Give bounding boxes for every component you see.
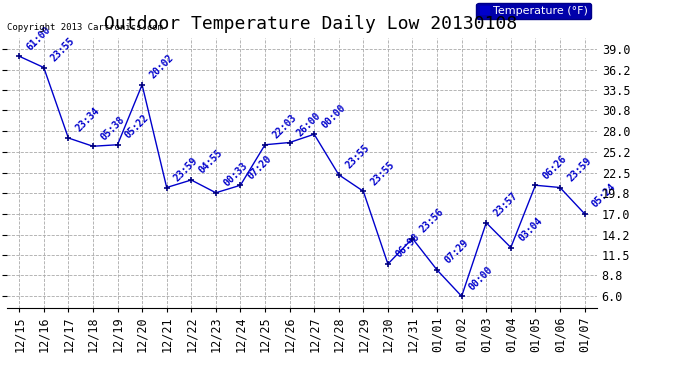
Text: 05:38: 05:38 [99, 114, 126, 142]
Text: Copyright 2013 Cartronics.com: Copyright 2013 Cartronics.com [7, 23, 163, 32]
Text: 03:04: 03:04 [516, 216, 544, 243]
Legend: Temperature (°F): Temperature (°F) [476, 3, 591, 19]
Text: 23:59: 23:59 [172, 156, 200, 183]
Text: 00:33: 00:33 [221, 161, 249, 189]
Text: 20:02: 20:02 [148, 53, 175, 81]
Text: 23:55: 23:55 [49, 36, 77, 63]
Text: 04:55: 04:55 [197, 148, 225, 176]
Text: 05:22: 05:22 [123, 113, 151, 141]
Text: 23:34: 23:34 [74, 106, 101, 134]
Text: 23:55: 23:55 [369, 159, 397, 187]
Text: 06:98: 06:98 [393, 232, 422, 260]
Text: 61:00: 61:00 [25, 24, 52, 52]
Text: 23:59: 23:59 [566, 156, 593, 183]
Text: 06:26: 06:26 [541, 153, 569, 181]
Text: 00:00: 00:00 [467, 264, 495, 292]
Text: 26:00: 26:00 [295, 111, 323, 138]
Text: 07:20: 07:20 [246, 153, 274, 181]
Text: 07:29: 07:29 [442, 238, 471, 266]
Text: Outdoor Temperature Daily Low 20130108: Outdoor Temperature Daily Low 20130108 [104, 15, 517, 33]
Text: 00:00: 00:00 [319, 102, 348, 130]
Text: 23:56: 23:56 [418, 207, 446, 234]
Text: 05:24: 05:24 [590, 182, 618, 210]
Text: 23:55: 23:55 [344, 143, 372, 171]
Text: 23:57: 23:57 [492, 191, 520, 219]
Text: 22:03: 22:03 [270, 113, 298, 141]
